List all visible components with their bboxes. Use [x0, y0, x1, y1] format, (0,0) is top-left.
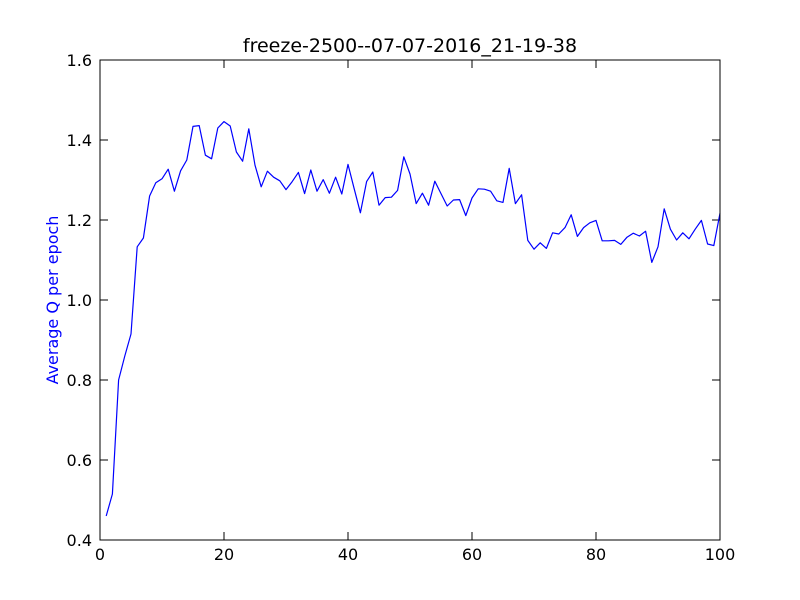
data-series — [105, 120, 721, 517]
y-tick-label: 1.4 — [67, 131, 92, 150]
y-tick-label: 0.8 — [67, 371, 92, 390]
x-tick-label: 60 — [462, 545, 482, 564]
y-tick-label: 1.2 — [67, 211, 92, 230]
axis-ticks: 0 20 40 60 80 100 0.4 0.6 0.8 1.0 1.2 1.4 1.6 — [67, 51, 736, 564]
y-tick-label: 1.6 — [67, 51, 92, 70]
y-tick-label: 0.6 — [67, 451, 92, 470]
x-tick-label: 40 — [338, 545, 358, 564]
series-line — [105, 120, 721, 517]
y-axis-label: Average Q per epoch — [43, 216, 62, 385]
x-tick-label: 0 — [95, 545, 105, 564]
plot-frame — [99, 59, 721, 541]
y-tick-label: 1.0 — [67, 291, 92, 310]
x-tick-label: 20 — [214, 545, 234, 564]
y-tick-label: 0.4 — [67, 531, 92, 550]
x-tick-label: 100 — [705, 545, 736, 564]
chart-title: freeze-2500--07-07-2016_21-19-38 — [243, 35, 577, 57]
x-tick-label: 80 — [586, 545, 606, 564]
